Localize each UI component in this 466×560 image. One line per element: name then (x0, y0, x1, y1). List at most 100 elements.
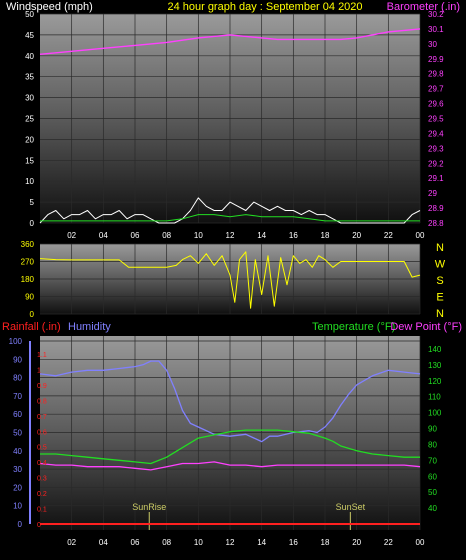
rainfall-tick-label: 0.3 (37, 476, 47, 483)
barometer-tick-label: 28.9 (428, 204, 444, 213)
windspeed-tick-label: 25 (25, 115, 34, 124)
humidity-tick-label: 30 (13, 465, 22, 474)
barometer-tick-label: 28.8 (428, 219, 444, 228)
x-tick-label: 06 (131, 538, 140, 547)
x-tick-label: 18 (321, 231, 330, 240)
windspeed-line (39, 197, 421, 224)
dew-point-line (39, 461, 421, 471)
wind-barometer-lines (39, 28, 421, 224)
rainfall-tick-label: 0.6 (37, 429, 47, 436)
barometer-tick-label: 29 (428, 189, 437, 198)
barometer-tick-labels: 28.8 28.9 29 29.1 29.2 29.3 29.4 29.5 29.6 29.7 29… (428, 10, 444, 228)
wind-direction-lines (39, 251, 421, 309)
compass-label: S (436, 275, 443, 287)
rainfall-tick-labels: 0 0.1 0.2 0.3 0.4 0.5 0.6 0.7 0.8 0.9 1 1.1 (37, 352, 47, 529)
temperature-tick-label: 40 (428, 504, 437, 513)
humidity-tick-label: 100 (9, 337, 23, 346)
temperature-tick-label: 100 (428, 409, 442, 418)
direction-tick-label: 180 (21, 275, 35, 284)
compass-label: N (436, 308, 444, 320)
x-tick-label: 00 (416, 538, 425, 547)
humidity-axis-label: Humidity (68, 321, 111, 333)
temperature-tick-label: 120 (428, 377, 442, 386)
windspeed-tick-label: 0 (30, 219, 35, 228)
barometer-tick-label: 29.1 (428, 174, 444, 183)
windspeed-tick-labels: 0 5 10 15 20 25 30 35 40 45 50 (25, 10, 34, 228)
windspeed-tick-label: 45 (25, 31, 34, 40)
x-tick-label: 14 (257, 231, 266, 240)
x-tick-label: 20 (352, 538, 361, 547)
x-tick-label: 04 (99, 538, 108, 547)
barometer-tick-label: 30.1 (428, 25, 444, 34)
direction-tick-label: 270 (21, 258, 35, 267)
compass-label: E (436, 292, 443, 304)
x-tick-label: 22 (384, 538, 393, 547)
barometer-tick-label: 29.8 (428, 70, 444, 79)
wind-direction-line (39, 251, 421, 309)
compass-label: W (435, 259, 446, 271)
barometer-tick-label: 29.6 (428, 100, 444, 109)
wind-direction-degree-labels: 0 90 180 270 360 (21, 240, 35, 319)
x-tick-label: 02 (67, 538, 76, 547)
direction-tick-label: 0 (30, 310, 35, 319)
wind-direction-grid (40, 243, 421, 315)
x-tick-label: 16 (289, 231, 298, 240)
humidity-tick-label: 60 (13, 410, 22, 419)
temperature-axis-label: Temperature (°F) (312, 321, 395, 333)
humidity-tick-label: 70 (13, 392, 22, 401)
barometer-tick-label: 29.7 (428, 85, 444, 94)
windspeed-tick-label: 20 (25, 135, 34, 144)
compass-label: N (436, 242, 444, 254)
x-tick-label: 02 (67, 231, 76, 240)
x-tick-label: 14 (257, 538, 266, 547)
barometer-tick-label: 29.4 (428, 129, 444, 138)
barometer-tick-label: 29.2 (428, 159, 444, 168)
x-tick-label: 16 (289, 538, 298, 547)
barometer-tick-label: 30 (428, 40, 437, 49)
x-tick-label: 10 (194, 231, 203, 240)
humidity-temperature-grid (29, 336, 421, 530)
windspeed-tick-label: 40 (25, 52, 34, 61)
windspeed-tick-label: 30 (25, 94, 34, 103)
sun-marker-label: SunRise (132, 502, 166, 512)
temperature-tick-label: 130 (428, 361, 442, 370)
rainfall-tick-label: 0.5 (37, 445, 47, 452)
chart-title: 24 hour graph day : September 04 2020 (167, 1, 362, 13)
x-tick-label: 08 (162, 538, 171, 547)
temperature-tick-label: 90 (428, 425, 437, 434)
humidity-temperature-lines (39, 360, 421, 525)
humidity-tick-label: 80 (13, 374, 22, 383)
humidity-tick-label: 10 (13, 502, 22, 511)
temperature-tick-label: 140 (428, 345, 442, 354)
rainfall-tick-label: 1 (37, 367, 41, 374)
barometer-tick-label: 29.9 (428, 55, 444, 64)
barometer-axis-label: Barometer (.in) (387, 1, 460, 13)
rainfall-tick-label: 0.9 (37, 383, 47, 390)
windspeed-tick-label: 5 (30, 198, 35, 207)
x-tick-label: 08 (162, 231, 171, 240)
rainfall-tick-label: 0.2 (37, 491, 47, 498)
x-tick-label: 22 (384, 231, 393, 240)
windspeed-axis-label: Windspeed (mph) (6, 1, 93, 13)
humidity-tick-label: 0 (18, 520, 23, 529)
temperature-tick-label: 80 (428, 440, 437, 449)
x-tick-label: 12 (226, 538, 235, 547)
dew-point-axis-label: Dew Point (°F) (390, 321, 462, 333)
humidity-tick-label: 90 (13, 355, 22, 364)
humidity-x-tick-labels: 02 04 06 08 10 12 14 16 18 20 22 00 (67, 538, 425, 547)
temperature-tick-label: 110 (428, 393, 441, 402)
temperature-tick-label: 50 (428, 488, 437, 497)
windspeed-tick-label: 15 (25, 156, 34, 165)
wind-x-tick-labels: 02 04 06 08 10 12 14 16 18 20 22 00 (67, 231, 425, 240)
rainfall-tick-label: 0.7 (37, 414, 47, 421)
x-tick-label: 10 (194, 538, 203, 547)
humidity-tick-label: 20 (13, 483, 22, 492)
humidity-line (39, 360, 421, 443)
rainfall-tick-label: 0.4 (37, 460, 47, 467)
barometer-tick-label: 29.3 (428, 144, 444, 153)
